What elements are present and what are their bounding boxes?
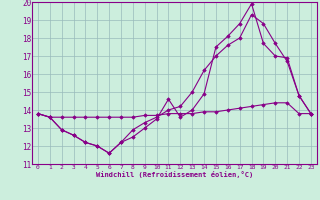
X-axis label: Windchill (Refroidissement éolien,°C): Windchill (Refroidissement éolien,°C) bbox=[96, 171, 253, 178]
